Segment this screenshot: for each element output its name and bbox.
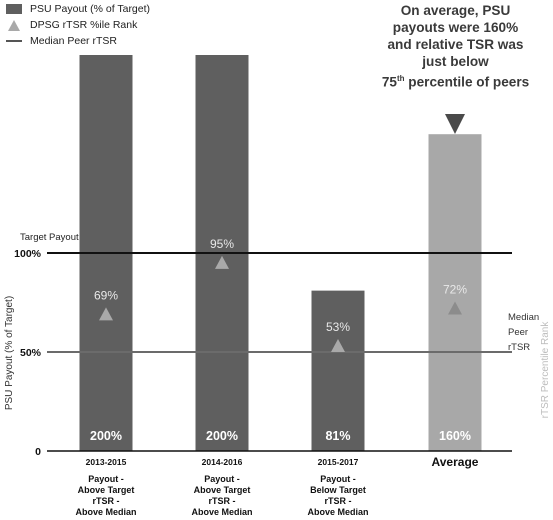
rank-value-label: 95% — [210, 237, 234, 251]
category-note: Payout - — [320, 474, 356, 484]
category-note: Above Target — [78, 485, 135, 495]
category-note: rTSR - — [325, 496, 352, 506]
legend-label-median: Median Peer rTSR — [30, 35, 117, 47]
legend-item-median: Median Peer rTSR — [6, 33, 150, 49]
average-annotation: On average, PSU payouts were 160% and re… — [368, 2, 543, 91]
rank-triangle — [99, 307, 113, 321]
category-note: Above Median — [307, 507, 368, 517]
x-tick-label: 2013-2015 — [86, 457, 127, 467]
category-note: Above Target — [194, 485, 251, 495]
median-peer-label: Peer — [508, 327, 528, 338]
annotation-percentile-suffix: th — [396, 74, 405, 83]
target-payout-label: Target Payout — [20, 232, 79, 243]
rank-triangle — [331, 339, 345, 353]
median-peer-label: rTSR — [508, 342, 530, 353]
legend-bar-swatch — [6, 4, 22, 14]
x-tick-label: Average — [432, 455, 479, 469]
annotation-percentile-text: percentile of peers — [404, 74, 530, 90]
y-tick-label: 0 — [35, 446, 41, 458]
payout-value-label: 81% — [325, 429, 350, 443]
legend: PSU Payout (% of Target) DPSG rTSR %ile … — [6, 1, 150, 49]
legend-triangle-icon — [8, 19, 20, 31]
payout-bar — [311, 290, 365, 451]
annotation-percentile-number: 75 — [381, 74, 397, 90]
y-axis-title: PSU Payout (% of Target) — [4, 296, 15, 410]
payout-value-label: 160% — [439, 429, 471, 443]
category-note: Payout - — [204, 474, 240, 484]
payout-value-label: 200% — [206, 429, 238, 443]
payout-value-label: 200% — [90, 429, 122, 443]
rank-value-label: 53% — [326, 320, 350, 334]
rank-triangle — [448, 301, 462, 315]
y-tick-label: 50% — [20, 347, 42, 359]
rank-triangle — [215, 255, 229, 269]
annotation-pointer — [445, 114, 465, 134]
rank-value-label: 72% — [443, 282, 467, 296]
category-note: Below Target — [310, 485, 366, 495]
legend-line-swatch — [6, 40, 22, 42]
category-note: Payout - — [88, 474, 124, 484]
annotation-line-5: 75th percentile of peers — [368, 70, 543, 91]
payout-bar — [428, 134, 482, 451]
x-tick-label: 2015-2017 — [318, 457, 359, 467]
legend-label-rank: DPSG rTSR %ile Rank — [30, 19, 138, 31]
annotation-line-3: and relative TSR was — [387, 37, 524, 52]
legend-label-payout: PSU Payout (% of Target) — [30, 3, 151, 15]
legend-item-rank: DPSG rTSR %ile Rank — [6, 17, 150, 33]
y2-axis-title: rTSR Percentile Rank — [540, 321, 551, 419]
x-tick-label: 2014-2016 — [202, 457, 243, 467]
y-tick-label: 100% — [14, 248, 42, 260]
rank-value-label: 69% — [94, 288, 118, 302]
category-note: Above Median — [75, 507, 136, 517]
annotation-line-2: payouts were 160% — [392, 20, 519, 35]
median-peer-label: Median — [508, 312, 539, 323]
legend-item-payout: PSU Payout (% of Target) — [6, 1, 150, 17]
category-note: rTSR - — [93, 496, 120, 506]
annotation-line-4: just below — [422, 54, 489, 69]
annotation-line-1: On average, PSU — [400, 3, 511, 18]
category-note: Above Median — [191, 507, 252, 517]
category-note: rTSR - — [209, 496, 236, 506]
